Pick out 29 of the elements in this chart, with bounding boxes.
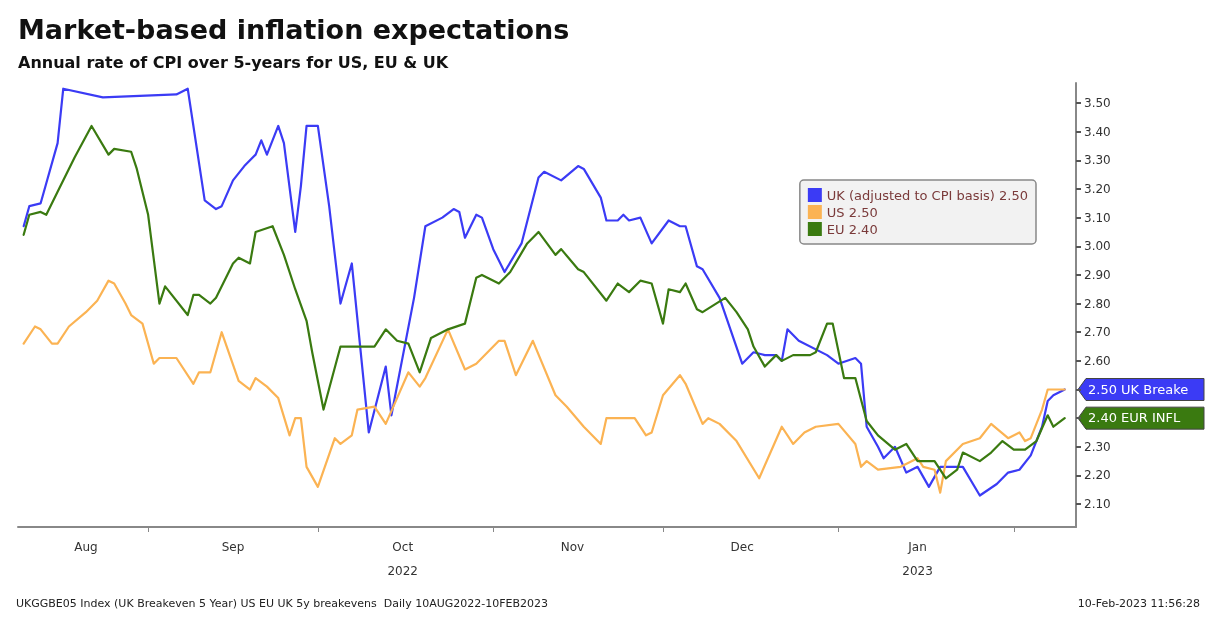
y-tick-label: 2.20 (1084, 468, 1111, 483)
annotation: 2.40 EUR INFL (1088, 410, 1182, 426)
annotation: 2.50 UK Breake (1088, 381, 1189, 397)
chart-subtitle: Annual rate of CPI over 5-years for US, EU & UK (18, 52, 449, 72)
y-tick-label: 3.50 (1084, 96, 1111, 111)
y-tick-label: 2.90 (1084, 267, 1111, 282)
x-tick-label: Jan 2023 (902, 540, 933, 578)
y-tick-label: 2.80 (1084, 296, 1111, 311)
x-tick-label: Dec (730, 540, 754, 554)
y-tick-label: 2.60 (1084, 353, 1111, 368)
x-tick-label: Sep (221, 540, 245, 554)
y-tick-label: 3.10 (1084, 210, 1111, 225)
x-tick-label: Nov (560, 540, 585, 554)
y-tick-label: 3.20 (1084, 181, 1111, 196)
legend-label: UK (adjusted to CPI basis) 2.50 (826, 187, 1029, 203)
x-tick-label: Oct 2022 (387, 540, 418, 578)
y-tick-label: 2.10 (1084, 497, 1111, 512)
x-tick-label: Aug (74, 540, 98, 554)
line-series (22, 279, 1066, 494)
y-tick-label: 2.70 (1084, 325, 1111, 340)
y-tick-label: 3.40 (1084, 124, 1111, 139)
text: UKGGBE05 Index (UK Breakeven 5 Year) US EU UK 5y breakevens Daily 10AUG2022-10FEB2023 (16, 597, 549, 610)
y-tick-label: 3.00 (1084, 239, 1111, 254)
y-tick-label: 2.30 (1084, 439, 1111, 454)
legend-label: EU 2.40 (826, 221, 878, 237)
text: 10-Feb-2023 11:56:28 (1077, 597, 1201, 610)
legend-label: US 2.50 (826, 204, 878, 220)
y-tick-label: 3.30 (1084, 153, 1111, 168)
chart-title: Market-based inflation expectations (18, 14, 570, 45)
